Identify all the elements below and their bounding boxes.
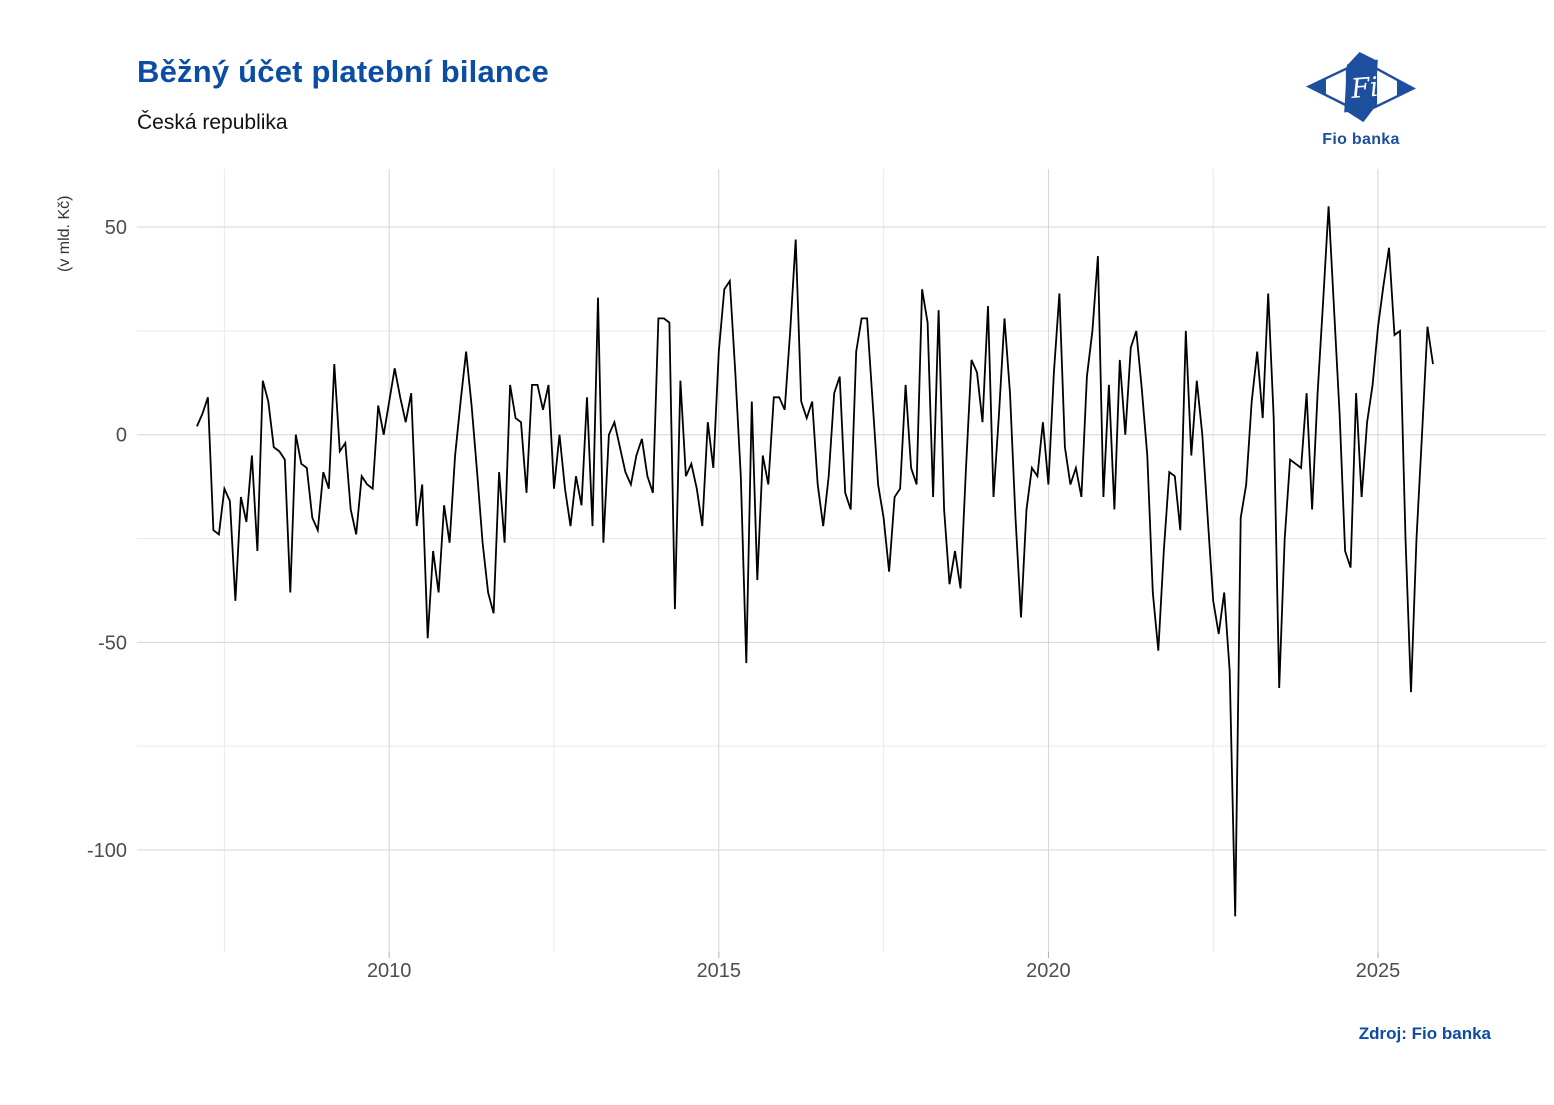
fio-logo-text: Fio: [1349, 70, 1396, 105]
y-tick-label: -100: [87, 840, 127, 862]
y-tick-label: -50: [98, 632, 127, 654]
y-tick-label: 0: [116, 425, 127, 447]
x-tick-label: 2010: [367, 960, 412, 982]
x-tick-label: 2015: [697, 960, 742, 982]
page-title: Běžný účet platební bilance: [137, 54, 549, 89]
x-tick-label: 2020: [1026, 960, 1071, 982]
series-line: [196, 206, 1434, 917]
fio-logo-icon: Fio: [1305, 52, 1416, 123]
y-tick-label: 50: [105, 217, 127, 239]
fio-logo-caption: Fio banka: [1322, 131, 1400, 148]
source-label: Zdroj: Fio banka: [1358, 1024, 1491, 1043]
page-subtitle: Česká republika: [137, 111, 288, 134]
fio-logo: Fio Fio banka: [1303, 52, 1419, 149]
x-tick-label: 2025: [1356, 960, 1401, 982]
